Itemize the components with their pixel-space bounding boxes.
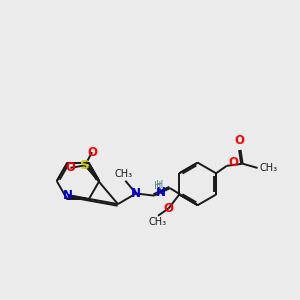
Text: H: H <box>154 181 161 191</box>
Text: CH₃: CH₃ <box>149 218 167 227</box>
Text: O: O <box>87 146 97 159</box>
Text: O: O <box>234 134 244 147</box>
Text: CH₃: CH₃ <box>259 163 277 173</box>
Text: N: N <box>156 187 166 200</box>
Text: H: H <box>156 180 163 190</box>
Text: N: N <box>131 187 141 200</box>
Text: O: O <box>65 161 75 174</box>
Text: O: O <box>228 156 238 169</box>
Text: N: N <box>63 189 73 202</box>
Text: CH₃: CH₃ <box>115 169 133 179</box>
Text: S: S <box>80 159 90 172</box>
Text: O: O <box>164 202 174 215</box>
